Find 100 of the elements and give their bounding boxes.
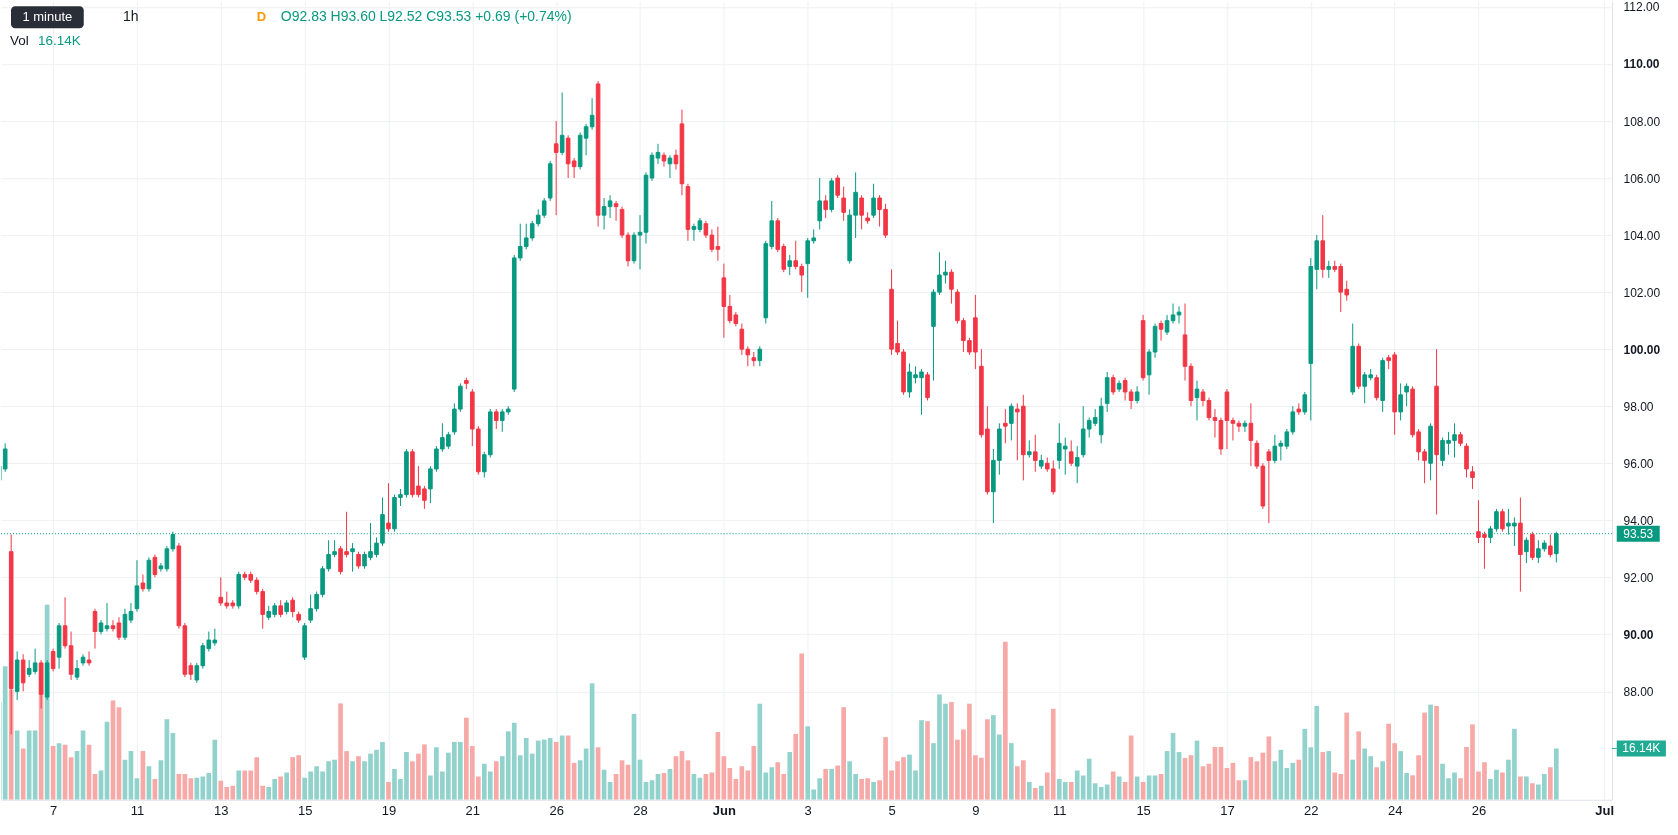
bar [1326, 751, 1332, 800]
bar [787, 752, 793, 800]
bar [1026, 781, 1032, 800]
x-tick-label: 11 [130, 803, 145, 819]
y-tick-label: 96.00 [1623, 456, 1654, 471]
y-tick-label: 112.00 [1623, 0, 1660, 15]
y-tick-label: 102.00 [1623, 285, 1661, 300]
bar [1434, 705, 1439, 800]
text: O92.83 H93.60 L92.52 C93.53 +0.69 (+0.74%) [280, 8, 572, 25]
candlestick [1212, 408, 1218, 439]
candlestick [350, 542, 355, 573]
bar [1003, 641, 1008, 800]
y-tick-label: 106.00 [1623, 171, 1661, 186]
x-tick-label: 9 [972, 803, 980, 819]
bar [386, 781, 391, 800]
candlestick [134, 559, 140, 613]
candlestick [1003, 408, 1008, 444]
bar [1524, 776, 1529, 800]
candlestick [80, 653, 86, 667]
bar [1009, 743, 1014, 800]
candlestick [667, 154, 673, 179]
x-tick-label: 22 [1304, 803, 1319, 819]
bar [1320, 752, 1326, 800]
x-tick-label: Jul [1595, 803, 1615, 819]
x-tick-label: 24 [1387, 803, 1403, 819]
text: 1h [122, 8, 139, 25]
bar [278, 776, 284, 800]
bar [1428, 704, 1433, 800]
candlestick [1068, 439, 1074, 467]
candlestick [661, 151, 667, 168]
candlestick [74, 659, 80, 681]
candlestick [290, 596, 295, 618]
candlestick [1176, 305, 1182, 325]
candlestick [1404, 382, 1409, 407]
candlestick [128, 602, 134, 624]
candlestick [1464, 442, 1469, 479]
y-tick-label: 94.00 [1623, 513, 1654, 528]
candlestick [1470, 465, 1475, 490]
candlestick [613, 200, 619, 222]
y-tick-label: 92.00 [1623, 570, 1654, 585]
y-tick-label: 90.00 [1623, 627, 1654, 642]
candlestick [140, 573, 146, 593]
candlestick [86, 650, 92, 667]
candlestick [925, 371, 930, 402]
y-tick-label: 98.00 [1623, 399, 1654, 414]
annotation: 1 minute [22, 9, 73, 25]
candlestick [1266, 448, 1272, 524]
candlestick [835, 174, 840, 199]
candlestick [757, 345, 763, 367]
candlestick [823, 194, 828, 219]
candlestick [1033, 434, 1038, 473]
candlestick [1302, 391, 1308, 416]
candlestick [50, 648, 56, 672]
x-tick-label: 26 [1471, 803, 1487, 819]
bar [493, 761, 499, 800]
candlestick [104, 602, 110, 633]
bar [1350, 759, 1356, 800]
bar [823, 768, 829, 800]
bar [284, 772, 289, 800]
candlestick [859, 194, 864, 230]
candlestick [1548, 534, 1553, 558]
bar [1500, 772, 1505, 800]
bar [1296, 759, 1302, 800]
y-tick-label: 104.00 [1623, 228, 1661, 243]
candlestick [1158, 320, 1164, 342]
bar [2, 666, 8, 800]
y-tick-label: 88.00 [1623, 684, 1654, 699]
candlestick [1164, 314, 1170, 336]
bar [1548, 767, 1553, 800]
x-tick-label: Jun [712, 803, 736, 819]
candlestick [553, 120, 559, 216]
candlestick [949, 268, 954, 305]
annotation: D [256, 9, 267, 25]
bar [1518, 776, 1523, 800]
x-tick-label: 7 [49, 803, 58, 819]
candlestick [386, 482, 391, 533]
x-tick-label: 15 [297, 803, 313, 819]
bar [1554, 748, 1559, 800]
bar [871, 781, 876, 800]
candlestick [493, 408, 499, 430]
candlestick [1530, 531, 1535, 561]
candlestick [1009, 402, 1014, 441]
bar [925, 721, 930, 800]
bar [1032, 788, 1038, 800]
bar [1356, 731, 1362, 800]
candlestick [20, 653, 26, 692]
candlestick [1194, 380, 1200, 421]
y-tick-label: 110.00 [1623, 57, 1660, 72]
candlestick [1248, 402, 1254, 467]
bar [236, 770, 242, 800]
candlestick [871, 183, 876, 219]
candlestick [637, 214, 643, 270]
bar [356, 756, 361, 800]
x-tick-label: 26 [549, 803, 564, 819]
candlestick [559, 92, 565, 156]
bar [1380, 761, 1385, 800]
candlestick [817, 177, 822, 230]
x-tick-label: 15 [1136, 803, 1151, 819]
bar [1530, 783, 1535, 800]
candlestick [1110, 374, 1116, 396]
